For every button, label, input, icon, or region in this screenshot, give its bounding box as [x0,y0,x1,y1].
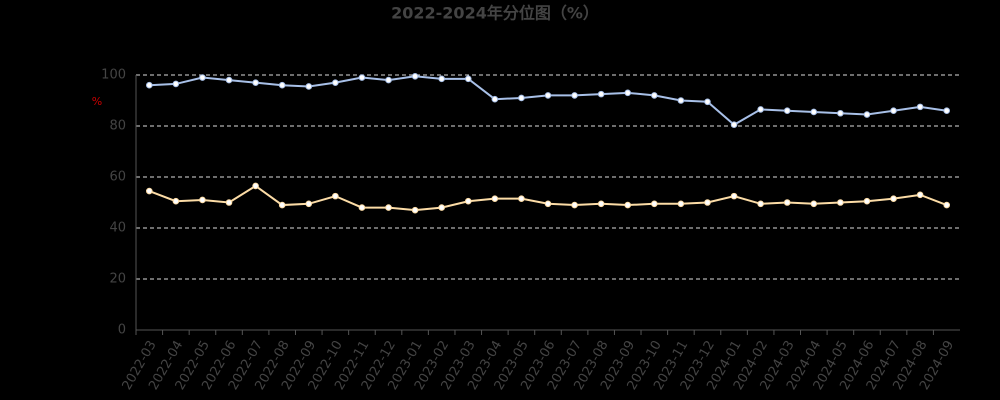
data-point [863,197,871,205]
data-point [837,109,844,117]
data-point [172,80,180,88]
y-tick-label: 60 [109,170,126,185]
data-point [863,111,871,118]
data-point [491,195,499,202]
data-point [704,199,711,206]
data-point [943,201,951,209]
data-point [332,79,339,86]
data-point [704,98,711,106]
data-point [783,107,791,114]
data-point [491,95,499,103]
data-point [890,107,897,114]
data-point [225,76,233,84]
y-tick-label: 20 [109,272,126,287]
data-point [624,201,632,209]
data-point [597,90,605,98]
data-point [358,74,366,81]
data-point [730,192,738,200]
data-point [677,200,685,208]
data-point [385,204,392,211]
data-point [544,92,552,99]
data-point [518,94,525,102]
data-point [890,195,897,202]
data-point [783,199,791,206]
data-point [172,197,180,205]
data-point [837,199,844,206]
data-point [544,200,552,208]
data-point [438,75,445,83]
data-point [651,200,658,208]
data-point [332,192,339,200]
data-point [252,182,259,190]
y-tick-label: 100 [101,68,126,83]
data-point [810,200,818,208]
data-point [199,74,206,81]
data-point [411,206,419,214]
data-point [145,187,153,195]
y-tick-label: 0 [118,323,126,338]
data-point [651,92,658,99]
data-point [757,200,764,208]
data-point [278,201,286,209]
data-point [358,204,366,211]
data-point [199,196,206,204]
data-point [518,195,525,202]
data-point [305,83,313,90]
data-point [624,89,632,97]
data-point [305,200,313,208]
data-point [464,75,472,83]
data-point [677,97,685,104]
data-point [464,197,472,205]
chart-title: 2022-2024年分位图（%） [391,4,599,23]
data-point [810,108,818,116]
data-point [916,191,924,199]
y-tick-label: 40 [109,221,126,236]
data-point [145,81,153,89]
data-point [571,201,578,209]
data-point [278,81,286,89]
data-point [597,200,605,208]
data-point [916,103,924,111]
data-point [943,107,951,114]
data-point [252,79,259,86]
y-axis-label: % [92,95,102,108]
data-point [438,204,445,211]
data-point [571,92,578,99]
data-point [730,121,738,129]
data-point [757,106,764,113]
data-point [385,76,392,84]
y-tick-label: 80 [109,119,126,134]
data-point [411,72,419,80]
data-point [225,199,233,206]
